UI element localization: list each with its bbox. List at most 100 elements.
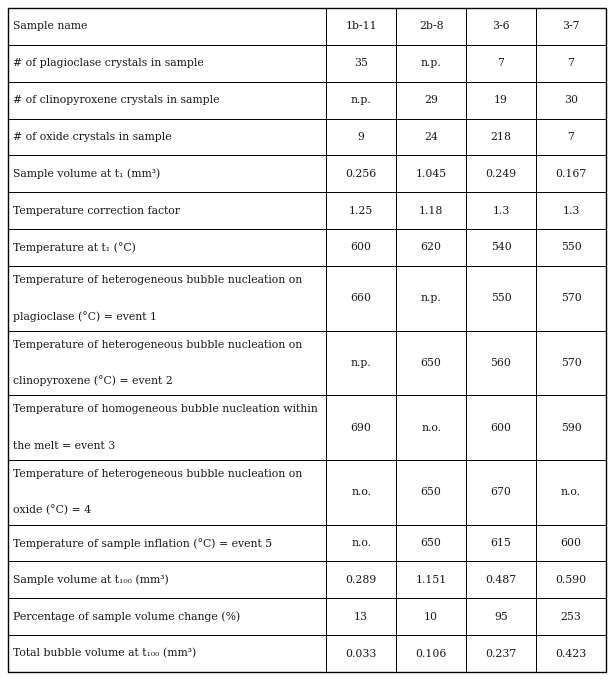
Text: # of plagioclase crystals in sample: # of plagioclase crystals in sample <box>13 58 204 68</box>
Text: 600: 600 <box>491 422 511 432</box>
Text: 29: 29 <box>424 95 438 105</box>
Text: Temperature of heterogeneous bubble nucleation on: Temperature of heterogeneous bubble nucl… <box>13 340 302 350</box>
Text: n.p.: n.p. <box>351 95 371 105</box>
Bar <box>8 118 326 155</box>
Text: Temperature of sample inflation (°C) = event 5: Temperature of sample inflation (°C) = e… <box>13 538 272 549</box>
Text: 218: 218 <box>491 132 511 142</box>
Text: 35: 35 <box>354 58 368 68</box>
Text: 570: 570 <box>561 293 581 303</box>
Text: 2b-8: 2b-8 <box>419 21 443 31</box>
Bar <box>466 598 536 635</box>
Bar <box>326 8 396 45</box>
Bar <box>536 229 606 266</box>
Bar <box>536 562 606 598</box>
Text: 0.033: 0.033 <box>346 649 377 659</box>
Text: 620: 620 <box>421 242 441 252</box>
Bar <box>396 395 466 460</box>
Text: n.o.: n.o. <box>421 422 441 432</box>
Bar <box>8 525 326 562</box>
Text: Temperature at t₁ (°C): Temperature at t₁ (°C) <box>13 242 136 253</box>
Text: Total bubble volume at t₁₀₀ (mm³): Total bubble volume at t₁₀₀ (mm³) <box>13 649 196 659</box>
Text: 0.249: 0.249 <box>486 169 516 179</box>
Text: Temperature of homogeneous bubble nucleation within: Temperature of homogeneous bubble nuclea… <box>13 405 318 415</box>
Text: 7: 7 <box>567 58 575 68</box>
Text: 650: 650 <box>421 488 441 497</box>
Text: Sample name: Sample name <box>13 21 87 31</box>
Text: clinopyroxene (°C) = event 2: clinopyroxene (°C) = event 2 <box>13 375 173 386</box>
Text: 660: 660 <box>351 293 371 303</box>
Text: Temperature of heterogeneous bubble nucleation on: Temperature of heterogeneous bubble nucl… <box>13 275 302 285</box>
Text: 540: 540 <box>491 242 511 252</box>
Text: n.o.: n.o. <box>351 488 371 497</box>
Text: 590: 590 <box>561 422 581 432</box>
Bar <box>396 82 466 118</box>
Bar <box>536 598 606 635</box>
Text: 253: 253 <box>561 612 581 622</box>
Bar <box>396 118 466 155</box>
Bar <box>396 45 466 82</box>
Bar <box>466 525 536 562</box>
Text: # of oxide crystals in sample: # of oxide crystals in sample <box>13 132 172 142</box>
Bar <box>536 82 606 118</box>
Text: 30: 30 <box>564 95 578 105</box>
Bar <box>536 45 606 82</box>
Text: 0.237: 0.237 <box>486 649 516 659</box>
Bar <box>396 525 466 562</box>
Text: n.o.: n.o. <box>351 538 371 548</box>
Text: 0.256: 0.256 <box>346 169 377 179</box>
Bar <box>536 525 606 562</box>
Bar <box>8 82 326 118</box>
Bar <box>396 8 466 45</box>
Text: 1.151: 1.151 <box>416 575 447 585</box>
Bar <box>8 330 326 395</box>
Bar <box>326 155 396 192</box>
Bar <box>8 266 326 330</box>
Text: 9: 9 <box>358 132 365 142</box>
Bar <box>536 192 606 229</box>
Bar <box>396 155 466 192</box>
Text: 1.3: 1.3 <box>492 205 510 216</box>
Bar <box>326 45 396 82</box>
Text: n.p.: n.p. <box>421 58 441 68</box>
Text: 0.106: 0.106 <box>416 649 447 659</box>
Bar <box>326 460 396 525</box>
Bar <box>396 266 466 330</box>
Text: oxide (°C) = 4: oxide (°C) = 4 <box>13 505 91 515</box>
Text: n.p.: n.p. <box>351 358 371 368</box>
Bar <box>326 330 396 395</box>
Bar <box>8 192 326 229</box>
Bar <box>536 155 606 192</box>
Text: Temperature of heterogeneous bubble nucleation on: Temperature of heterogeneous bubble nucl… <box>13 469 302 479</box>
Bar <box>326 635 396 672</box>
Bar <box>466 45 536 82</box>
Bar <box>396 229 466 266</box>
Text: 1.25: 1.25 <box>349 205 373 216</box>
Text: 3-7: 3-7 <box>562 21 580 31</box>
Text: 0.423: 0.423 <box>556 649 586 659</box>
Text: Sample volume at t₁₀₀ (mm³): Sample volume at t₁₀₀ (mm³) <box>13 575 169 585</box>
Text: 3-6: 3-6 <box>492 21 510 31</box>
Text: 95: 95 <box>494 612 508 622</box>
Bar <box>536 266 606 330</box>
Bar <box>8 45 326 82</box>
Bar <box>326 525 396 562</box>
Bar <box>466 330 536 395</box>
Bar <box>466 395 536 460</box>
Text: 1.3: 1.3 <box>562 205 580 216</box>
Bar <box>326 229 396 266</box>
Bar <box>396 192 466 229</box>
Text: 650: 650 <box>421 358 441 368</box>
Bar <box>8 8 326 45</box>
Text: n.p.: n.p. <box>421 293 441 303</box>
Bar <box>536 330 606 395</box>
Text: 600: 600 <box>561 538 581 548</box>
Text: 0.590: 0.590 <box>556 575 586 585</box>
Text: plagioclase (°C) = event 1: plagioclase (°C) = event 1 <box>13 311 157 322</box>
Bar <box>326 82 396 118</box>
Bar <box>466 118 536 155</box>
Text: Sample volume at t₁ (mm³): Sample volume at t₁ (mm³) <box>13 169 160 179</box>
Text: 0.487: 0.487 <box>486 575 516 585</box>
Bar <box>326 562 396 598</box>
Bar <box>8 395 326 460</box>
Bar <box>466 635 536 672</box>
